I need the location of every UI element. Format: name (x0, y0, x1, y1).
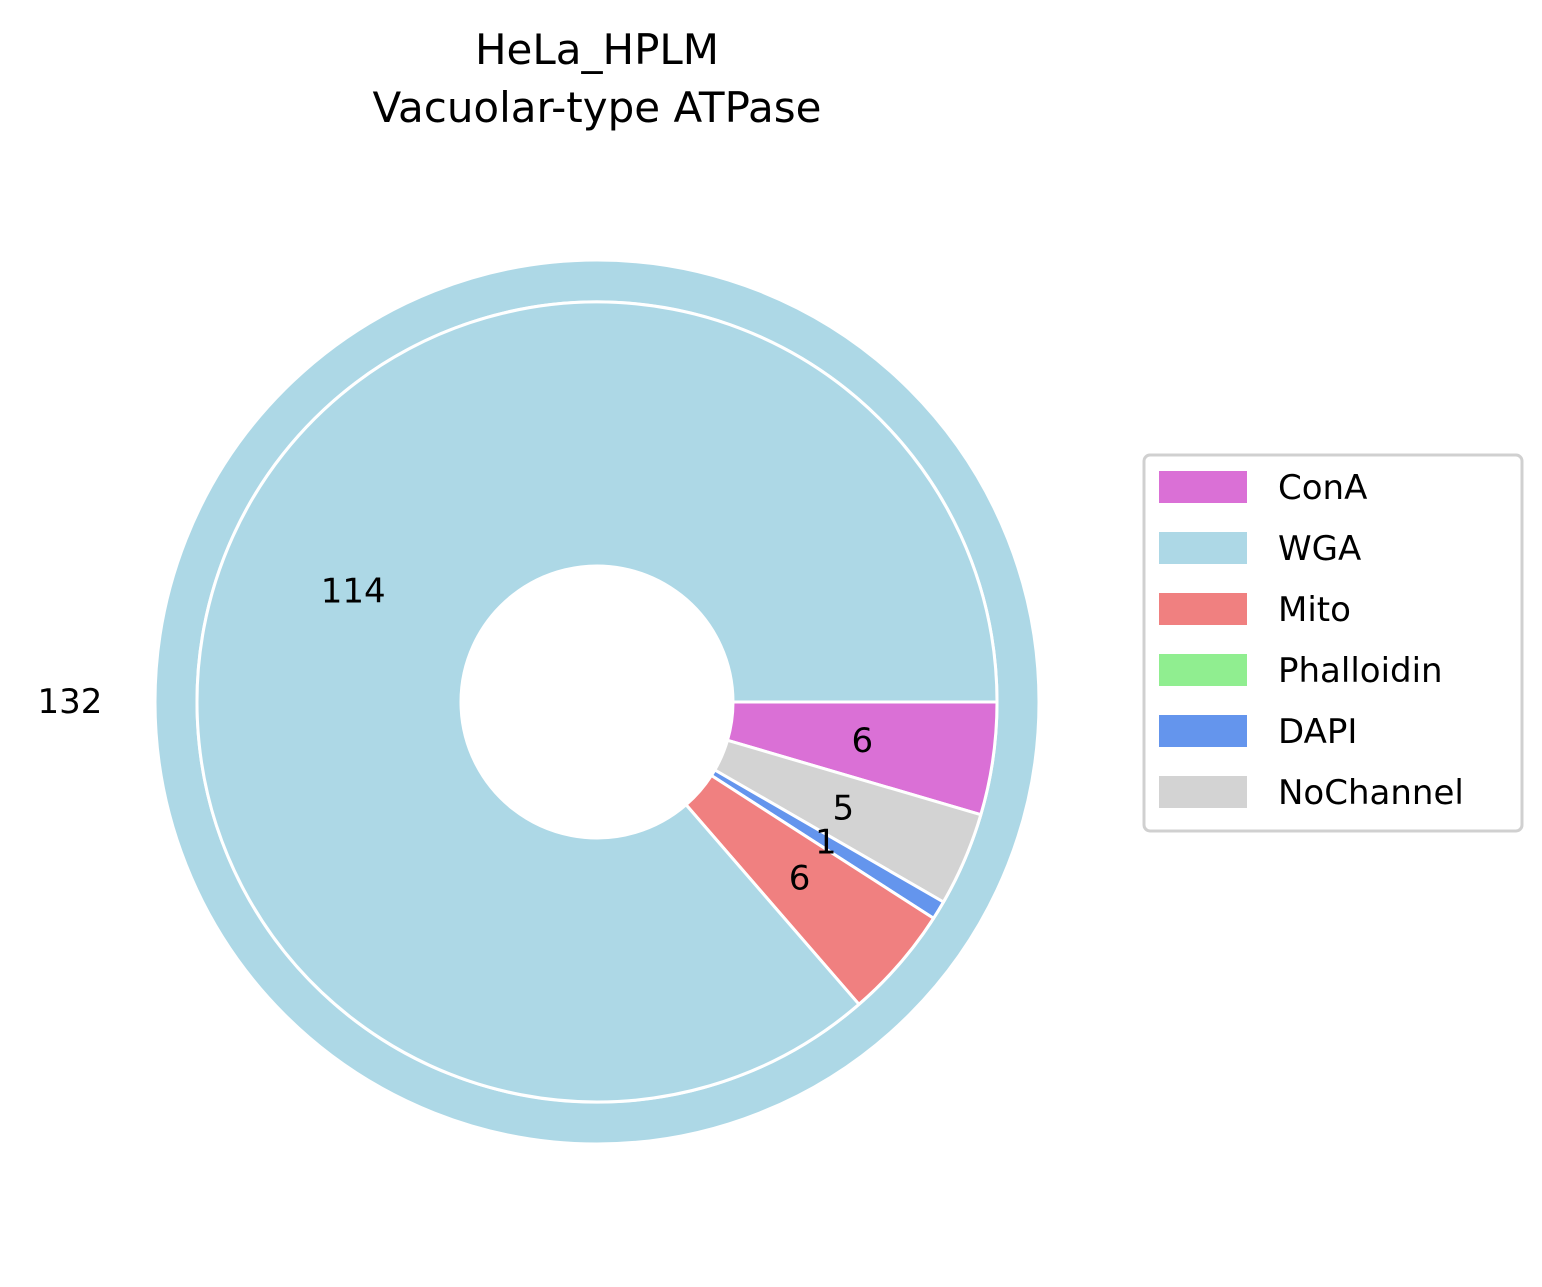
slice-label-wga: 114 (321, 572, 386, 612)
legend-label-mito: Mito (1278, 590, 1351, 630)
legend-label-nochannel: NoChannel (1278, 773, 1464, 813)
legend-label-cona: ConA (1278, 468, 1367, 508)
inner-ring (195, 300, 999, 1104)
slice-nochannel (713, 738, 983, 904)
chart-title-line-2: Vacuolar-type ATPase (373, 83, 822, 132)
legend: ConA WGA Mito Phalloidin DAPI NoChannel (1142, 453, 1524, 833)
outer-ring-label: 132 (38, 682, 103, 722)
slice-label-cona: 6 (851, 721, 873, 761)
legend-swatch-dapi (1159, 715, 1247, 747)
slice-label-dapi: 1 (815, 822, 837, 862)
legend-label-dapi: DAPI (1278, 712, 1357, 752)
legend-label-phalloidin: Phalloidin (1278, 651, 1443, 691)
slice-label-mito: 6 (789, 859, 811, 899)
legend-swatch-phalloidin (1159, 654, 1247, 686)
slice-label-nochannel: 5 (833, 788, 855, 828)
legend-swatch-wga (1159, 532, 1247, 564)
slice-mito (684, 774, 936, 1006)
legend-swatch-mito (1159, 593, 1247, 625)
legend-label-wga: WGA (1278, 529, 1361, 569)
legend-swatch-cona (1159, 471, 1247, 503)
slice-wga (195, 300, 999, 1104)
chart-title: HeLa_HPLM Vacuolar-type ATPase (373, 25, 822, 132)
legend-swatch-nochannel (1159, 776, 1247, 808)
chart-title-line-1: HeLa_HPLM (475, 25, 719, 74)
